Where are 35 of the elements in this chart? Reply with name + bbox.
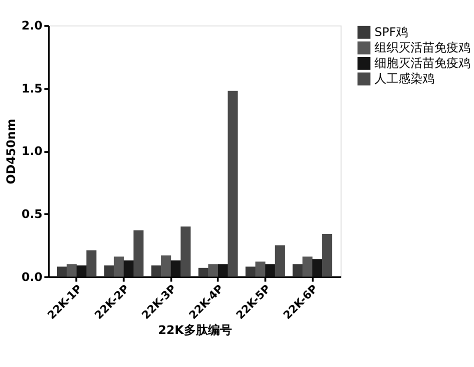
bar — [265, 264, 276, 277]
bar — [208, 264, 218, 277]
bar — [312, 259, 322, 277]
bar — [104, 265, 114, 277]
bar — [292, 264, 303, 277]
bar — [161, 255, 172, 277]
bar — [274, 245, 285, 277]
y-tick-label: 1.0 — [21, 144, 42, 158]
bar — [86, 250, 96, 277]
bar — [56, 266, 68, 277]
bar — [114, 256, 124, 277]
bar — [133, 230, 144, 277]
y-tick-label: 0.5 — [21, 207, 42, 221]
bar — [151, 265, 162, 277]
bar — [255, 262, 266, 277]
y-tick-label: 1.5 — [21, 81, 42, 96]
bar — [124, 260, 134, 277]
legend-label: 人工感染鸡 — [374, 72, 434, 86]
bar — [228, 90, 238, 277]
legend-label: 组织灭活苗免疫鸡 — [374, 40, 470, 55]
y-tick-label: 0.0 — [21, 270, 42, 284]
legend-label: SPF鸡 — [374, 25, 408, 40]
bar — [302, 256, 312, 277]
bar — [246, 266, 256, 277]
legend-label: 细胞灭活苗免疫鸡 — [374, 56, 470, 70]
bar — [218, 264, 228, 277]
bar — [322, 234, 332, 277]
y-axis-title: OD450nm — [4, 118, 18, 184]
bar — [66, 264, 77, 277]
bar — [170, 260, 181, 277]
bar — [180, 226, 191, 277]
y-tick-label: 2.0 — [21, 18, 42, 33]
bar — [198, 268, 208, 277]
x-axis-title: 22K多肽编号 — [158, 322, 232, 337]
bar — [76, 265, 87, 277]
